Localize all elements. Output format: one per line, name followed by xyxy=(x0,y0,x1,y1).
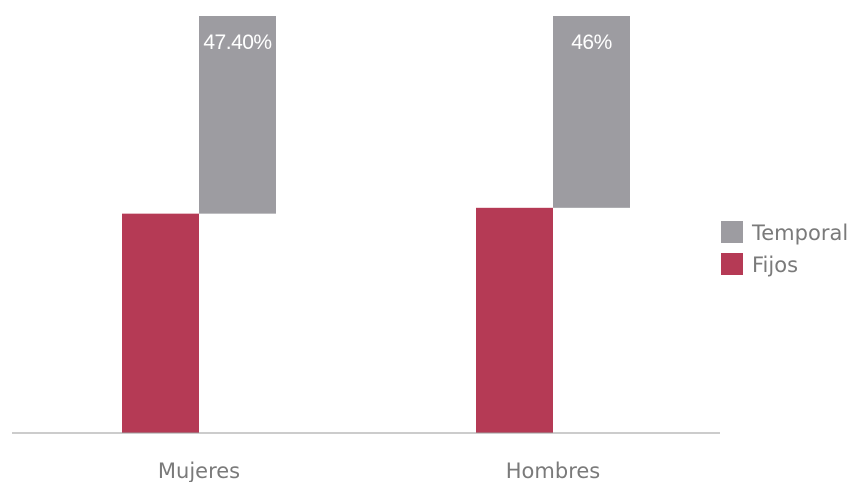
category-label-hombres: Hombres xyxy=(506,459,600,482)
legend: Temporal Fijos xyxy=(721,221,848,277)
bar-temporal-hombres xyxy=(553,16,630,208)
legend-swatch-fijos xyxy=(721,253,743,275)
bar-temporal-mujeres xyxy=(199,16,276,214)
bar-fijos-hombres xyxy=(476,207,553,433)
data-label-temporal-hombres: 46% xyxy=(571,31,612,54)
legend-swatch-temporal xyxy=(721,221,743,243)
labels-group: 47.40% Mujeres 46% Hombres xyxy=(158,31,612,482)
category-label-mujeres: Mujeres xyxy=(158,459,240,482)
data-label-temporal-mujeres: 47.40% xyxy=(203,31,271,54)
bar-fijos-mujeres xyxy=(122,213,199,433)
bars-group xyxy=(122,16,630,433)
legend-label-temporal: Temporal xyxy=(751,221,848,245)
legend-label-fijos: Fijos xyxy=(752,253,798,277)
